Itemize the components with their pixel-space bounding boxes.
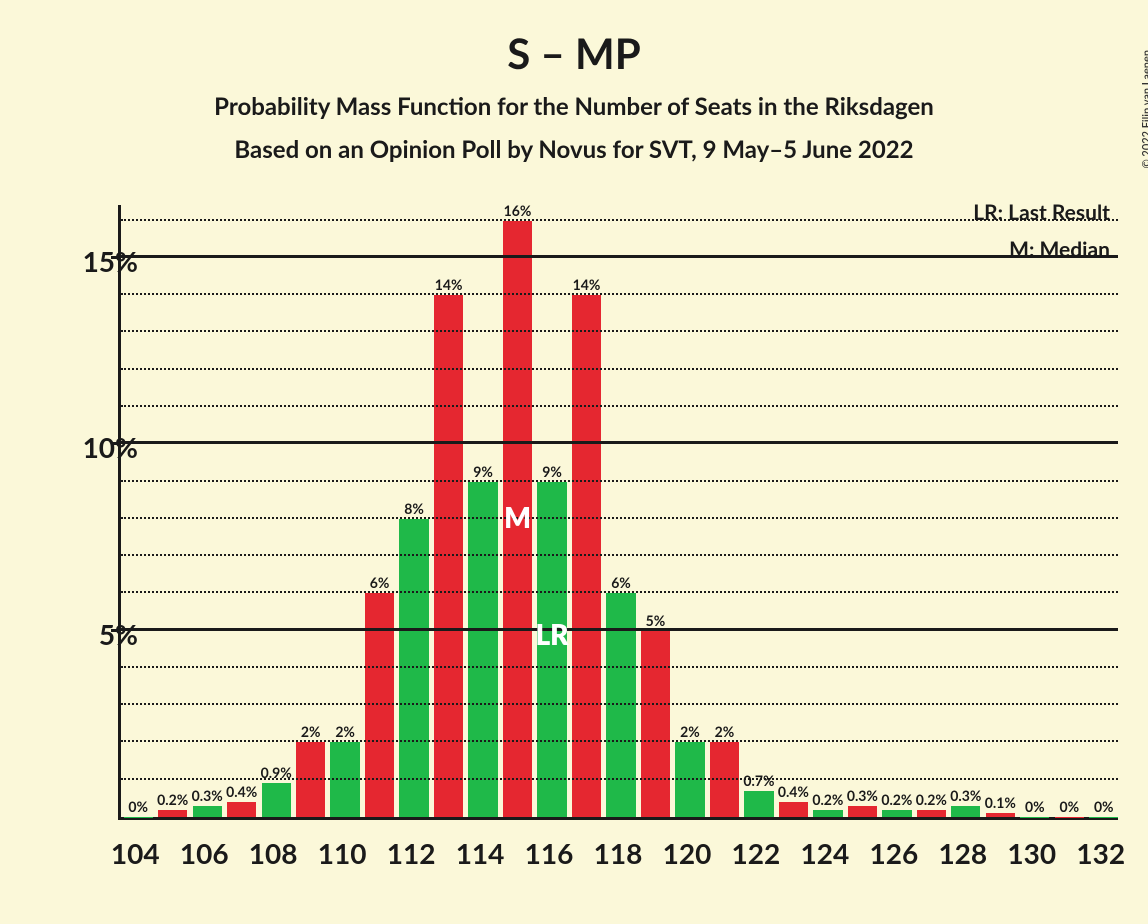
copyright-text: © 2022 Filip van Laenen <box>1140 50 1148 168</box>
gridline-minor <box>121 554 1118 556</box>
bar-annotation: M <box>504 500 531 534</box>
x-axis-labels: 1041061081101121141161181201221241261281… <box>118 828 1118 878</box>
bar-value-label: 0.2% <box>157 791 188 810</box>
chart-subtitle-2: Based on an Opinion Poll by Novus for SV… <box>0 135 1148 164</box>
gridline-minor <box>121 591 1118 593</box>
bar-value-label: 0.2% <box>812 791 843 810</box>
bar-value-label: 0% <box>1059 798 1079 817</box>
chart-subtitle-1: Probability Mass Function for the Number… <box>0 92 1148 121</box>
gridline-minor <box>121 405 1118 407</box>
gridline-minor <box>121 517 1118 519</box>
bar: 0.3% <box>193 806 222 817</box>
y-axis-label: 15% <box>83 244 138 278</box>
x-axis-label: 104 <box>111 836 160 870</box>
bar: 0.2% <box>882 810 911 817</box>
bar-value-label: 0.9% <box>261 764 292 783</box>
x-axis-label: 118 <box>594 836 643 870</box>
bar: 0.4% <box>227 802 256 817</box>
x-axis-label: 120 <box>663 836 712 870</box>
gridline-minor <box>121 368 1118 370</box>
bar: 2% <box>675 742 704 817</box>
bar-value-label: 0% <box>1025 798 1045 817</box>
x-axis-label: 114 <box>456 836 505 870</box>
bar: 5% <box>641 631 670 817</box>
gridline-major <box>121 441 1118 444</box>
bar: 0% <box>1020 817 1049 818</box>
bar: 0.7% <box>744 791 773 817</box>
gridline-minor <box>121 293 1118 295</box>
y-axis-label: 5% <box>99 617 138 651</box>
bar: 0% <box>1055 817 1084 818</box>
gridline-major <box>121 628 1118 631</box>
bar: 0% <box>124 817 153 818</box>
x-axis-label: 122 <box>732 836 781 870</box>
bar: 0.1% <box>986 813 1015 817</box>
bar: 0.4% <box>779 802 808 817</box>
x-axis-label: 116 <box>525 836 574 870</box>
bar: 9% <box>468 482 497 817</box>
gridline-minor <box>121 666 1118 668</box>
gridline-minor <box>121 740 1118 742</box>
x-axis-label: 124 <box>801 836 850 870</box>
x-axis-label: 108 <box>249 836 298 870</box>
x-axis-label: 112 <box>387 836 436 870</box>
x-axis-label: 132 <box>1076 836 1125 870</box>
bar: 2% <box>330 742 359 817</box>
plot-area: 0%0.2%0.3%0.4%0.9%2%2%6%8%14%9%16%9%14%6… <box>118 205 1118 820</box>
bar-annotation: LR <box>535 617 568 651</box>
bar: 0.9% <box>262 783 291 817</box>
bar-value-label: 0.3% <box>950 787 981 806</box>
bar-value-label: 0% <box>1094 798 1114 817</box>
bar: 0% <box>1089 817 1118 818</box>
gridline-minor <box>121 778 1118 780</box>
bar-value-label: 0.1% <box>985 794 1016 813</box>
bar: 2% <box>710 742 739 817</box>
bar-value-label: 0.3% <box>192 787 223 806</box>
chart-title: S – MP <box>0 0 1148 78</box>
bar-value-label: 0.2% <box>881 791 912 810</box>
bar-value-label: 0.7% <box>743 772 774 791</box>
bar: 14% <box>572 295 601 817</box>
bar: 2% <box>296 742 325 817</box>
gridline-minor <box>121 703 1118 705</box>
gridline-major <box>121 255 1118 258</box>
bar-value-label: 0.4% <box>778 783 809 802</box>
y-axis-label: 10% <box>83 430 138 464</box>
bar-value-label: 0.2% <box>916 791 947 810</box>
x-axis-label: 128 <box>938 836 987 870</box>
x-axis-label: 126 <box>869 836 918 870</box>
bar: 0.2% <box>158 810 187 817</box>
gridline-minor <box>121 330 1118 332</box>
bars-layer: 0%0.2%0.3%0.4%0.9%2%2%6%8%14%9%16%9%14%6… <box>121 205 1118 817</box>
x-axis-label: 106 <box>180 836 229 870</box>
bar: 0.3% <box>848 806 877 817</box>
bar: 0.2% <box>813 810 842 817</box>
bar-value-label: 0.4% <box>226 783 257 802</box>
bar-value-label: 0% <box>128 798 148 817</box>
gridline-minor <box>121 480 1118 482</box>
x-axis-label: 110 <box>318 836 367 870</box>
bar-value-label: 0.3% <box>847 787 878 806</box>
x-axis-label: 130 <box>1007 836 1056 870</box>
gridline-minor <box>121 219 1118 221</box>
bar: 0.2% <box>917 810 946 817</box>
bar: 0.3% <box>951 806 980 817</box>
bar: 14% <box>434 295 463 817</box>
